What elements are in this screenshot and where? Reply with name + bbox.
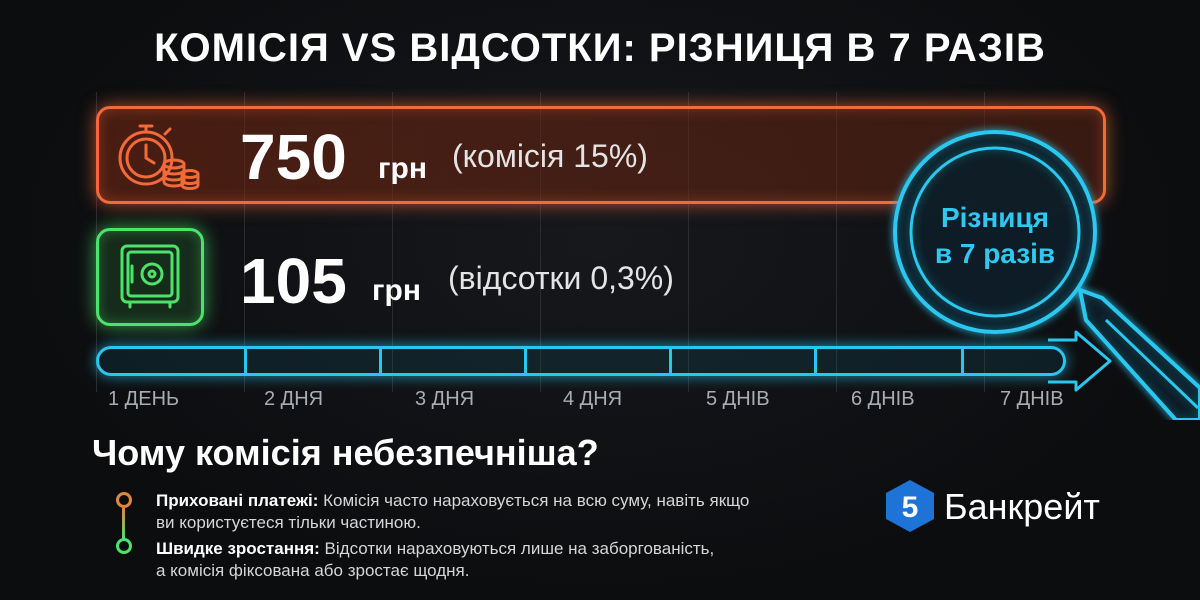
stopwatch-coins-icon <box>118 124 200 191</box>
timeline-bar <box>96 346 1066 376</box>
brand-name: Банкрейт <box>944 486 1100 527</box>
magnifier-line-2: в 7 разів <box>934 238 1056 269</box>
magnifier-icon <box>893 130 1200 420</box>
grid-line <box>688 92 689 392</box>
bullet-dot-orange <box>116 492 132 508</box>
reason-item: Приховані платежі: Комісія часто нарахов… <box>156 490 796 534</box>
day-label: 7 ДНІВ <box>1000 388 1064 410</box>
grid-line <box>392 92 393 392</box>
reason-text: Комісія часто нараховується на всю суму,… <box>323 491 750 510</box>
bullet-connector <box>122 508 125 540</box>
section-heading: Чому комісія небезпечніша? <box>92 432 599 473</box>
magnifier-line-1: Різниця <box>940 202 1050 233</box>
timeline-tick <box>961 349 964 373</box>
day-label: 2 ДНЯ <box>264 388 324 410</box>
commission-note: (комісія 15%) <box>452 138 648 174</box>
grid-line <box>244 92 245 392</box>
reason-item: Швидке зростання: Відсотки нараховуються… <box>156 538 796 582</box>
day-label: 3 ДНЯ <box>415 388 475 410</box>
bullet-dot-green <box>116 538 132 554</box>
timeline-tick <box>524 349 527 373</box>
day-label: 1 ДЕНЬ <box>108 388 180 410</box>
reason-title: Швидке зростання: <box>156 539 320 558</box>
timeline-tick <box>379 349 382 373</box>
safe-icon <box>120 244 180 309</box>
reason-title: Приховані платежі: <box>156 491 319 510</box>
day-label: 6 ДНІВ <box>851 388 915 410</box>
brand-logo-icon: 5 <box>886 480 934 532</box>
reason-text: ви користуєтеся тільки частиною. <box>156 513 421 532</box>
timeline-tick <box>814 349 817 373</box>
interest-unit: грн <box>372 274 421 307</box>
grid-line <box>540 92 541 392</box>
day-label: 5 ДНІВ <box>706 388 770 410</box>
interest-amount: 105 <box>240 245 347 317</box>
brand-logo-digit: 5 <box>902 491 919 524</box>
grid-line <box>836 92 837 392</box>
magnifier-label: Різниця в 7 разів <box>920 200 1070 272</box>
timeline-tick <box>244 349 247 373</box>
page-title: КОМІСІЯ VS ВІДСОТКИ: РІЗНИЦЯ В 7 РАЗІВ <box>154 26 1046 70</box>
interest-note: (відсотки 0,3%) <box>448 260 674 296</box>
commission-amount: 750 <box>240 121 347 193</box>
reason-text: Відсотки нараховуються лише на заборгова… <box>324 539 715 558</box>
reason-text: а комісія фіксована або зростає щодня. <box>156 561 470 580</box>
timeline-arrow-icon <box>1048 330 1112 392</box>
day-label: 4 ДНЯ <box>563 388 623 410</box>
timeline-tick <box>669 349 672 373</box>
commission-unit: грн <box>378 152 427 185</box>
